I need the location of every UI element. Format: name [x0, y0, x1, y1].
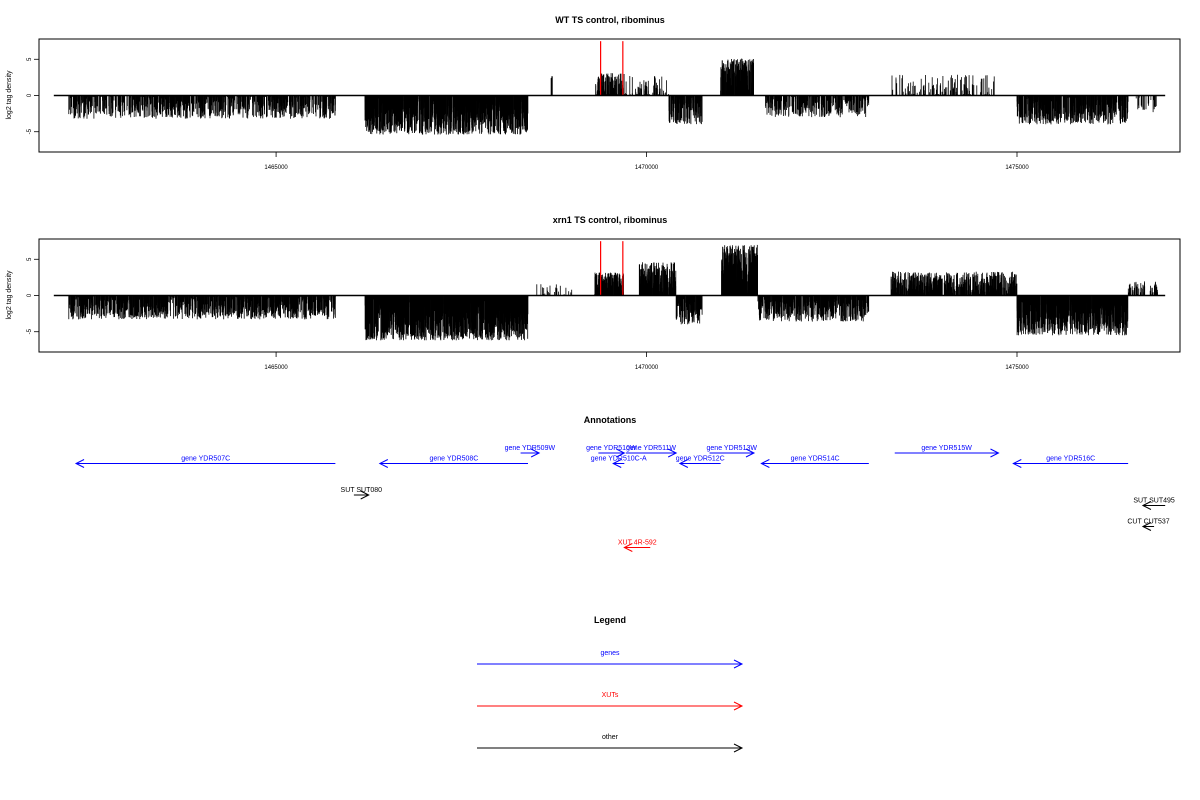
x-tick-label: 1475000 [1005, 165, 1029, 171]
y-axis-label: log2 tag density [6, 70, 13, 120]
panel-title: xrn1 TS control, ribominus [553, 215, 668, 225]
x-tick-label: 1470000 [635, 165, 659, 171]
wt-coverage-panel: WT TS control, ribominus log2 tag densit… [6, 15, 1181, 171]
panel-title: WT TS control, ribominus [555, 15, 665, 25]
signal-bars [68, 244, 1158, 341]
xrn1-coverage-panel: xrn1 TS control, ribominus log2 tag dens… [6, 215, 1181, 371]
signal-bars [68, 58, 1157, 135]
y-axis: -5 0 5 [27, 57, 39, 134]
peak-markers [600, 41, 624, 96]
x-axis: 1465000 1470000 1475000 [264, 152, 1029, 171]
y-tick-label: 0 [27, 93, 33, 97]
y-axis-label: log2 tag density [6, 270, 13, 320]
y-tick-label: -5 [27, 128, 33, 134]
y-tick-label: 5 [27, 57, 33, 61]
x-tick-label: 1465000 [264, 165, 288, 171]
